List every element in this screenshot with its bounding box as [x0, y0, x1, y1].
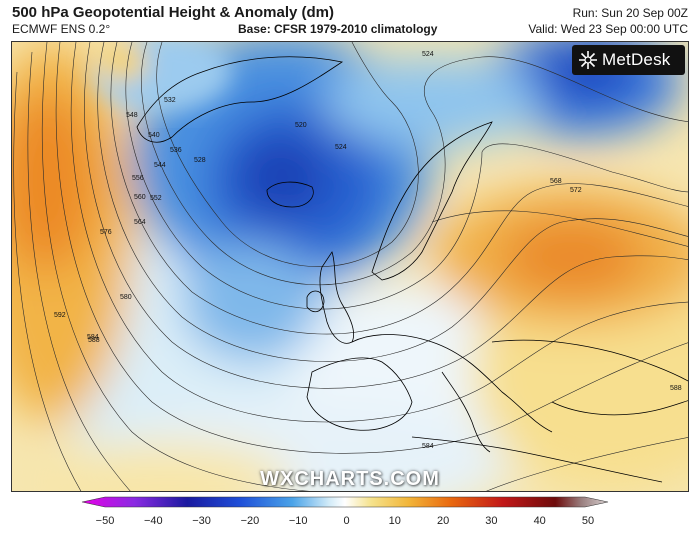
- colorbar-tick-label: 10: [389, 515, 401, 527]
- anomaly-field: [12, 42, 688, 491]
- colorbar-gradient: [81, 496, 609, 508]
- contour-label: 584: [87, 334, 99, 341]
- black-sea-region: [491, 339, 688, 382]
- iceland-outline: [266, 181, 314, 208]
- colorbar: −50 −40 −30 −20 −10 0 10 20 30 40 50: [81, 496, 609, 527]
- contour-label: 564: [134, 219, 146, 226]
- contour-label: 560: [134, 194, 146, 201]
- contour-label: 548: [126, 112, 138, 119]
- colorbar-tick-label: 50: [582, 515, 594, 527]
- colorbar-tick-label: −40: [144, 515, 163, 527]
- contour-label: 528: [194, 157, 206, 164]
- colorbar-tick-label: 0: [343, 515, 349, 527]
- run-time-label: Run: Sun 20 Sep 00Z: [572, 6, 688, 20]
- anomaly-detail: [92, 42, 232, 112]
- contour-label: 536: [170, 147, 182, 154]
- map-svg: 524 520 524 528 532 536 540 544 548 552 …: [12, 42, 688, 491]
- contour-label: 572: [570, 187, 582, 194]
- contour-label: 592: [54, 312, 66, 319]
- contour-label: 524: [335, 144, 347, 151]
- colorbar-tick-label: −30: [192, 515, 211, 527]
- contour-label: 584: [422, 443, 434, 450]
- contour-label: 552: [150, 195, 162, 202]
- valid-time-label: Valid: Wed 23 Sep 00:00 UTC: [528, 22, 688, 36]
- contour-label: 576: [100, 229, 112, 236]
- north-africa-coast: [411, 436, 663, 483]
- chart-header: 500 hPa Geopotential Height & Anomaly (d…: [0, 0, 700, 40]
- iberia-outline: [306, 357, 413, 431]
- colorbar-tick-label: −10: [289, 515, 308, 527]
- watermark: WXCHARTS.COM: [260, 468, 440, 490]
- metdesk-icon: [579, 51, 597, 69]
- great-britain-outline: [319, 251, 355, 344]
- contour-label: 520: [295, 122, 307, 129]
- europe-south-coast: [351, 334, 553, 433]
- contour-label: 568: [550, 178, 562, 185]
- contour-label: 556: [132, 175, 144, 182]
- chart-title: 500 hPa Geopotential Height & Anomaly (d…: [12, 4, 334, 21]
- contour-labels: 524 520 524 528 532 536 540 544 548 552 …: [54, 51, 682, 450]
- coastlines: [136, 56, 688, 483]
- colorbar-tick-label: −20: [241, 515, 260, 527]
- contour-label: 532: [164, 97, 176, 104]
- contour-label: 540: [148, 132, 160, 139]
- contour-label: 588: [670, 385, 682, 392]
- contour-label: 580: [120, 294, 132, 301]
- turkey-coast: [551, 400, 688, 416]
- metdesk-logo: MetDesk: [572, 45, 685, 75]
- contour-label: 588: [88, 337, 100, 344]
- height-contours: [13, 42, 688, 491]
- contour-label: 544: [154, 162, 166, 169]
- logo-text: MetDesk: [602, 50, 671, 69]
- colorbar-tick-label: 30: [485, 515, 497, 527]
- model-label: ECMWF ENS 0.2°: [12, 22, 111, 36]
- colorbar-tick-label: 20: [437, 515, 449, 527]
- greenland-outline: [136, 56, 344, 143]
- contour-label: 524: [422, 51, 434, 58]
- anomaly-map[interactable]: 524 520 524 528 532 536 540 544 548 552 …: [11, 41, 689, 492]
- italy-outline: [441, 371, 491, 453]
- scandinavia-outline: [371, 121, 493, 281]
- ireland-outline: [306, 290, 325, 313]
- climatology-base-label: Base: CFSR 1979-2010 climatology: [238, 22, 438, 36]
- colorbar-tick-label: −50: [96, 515, 115, 527]
- colorbar-tick-label: 40: [534, 515, 546, 527]
